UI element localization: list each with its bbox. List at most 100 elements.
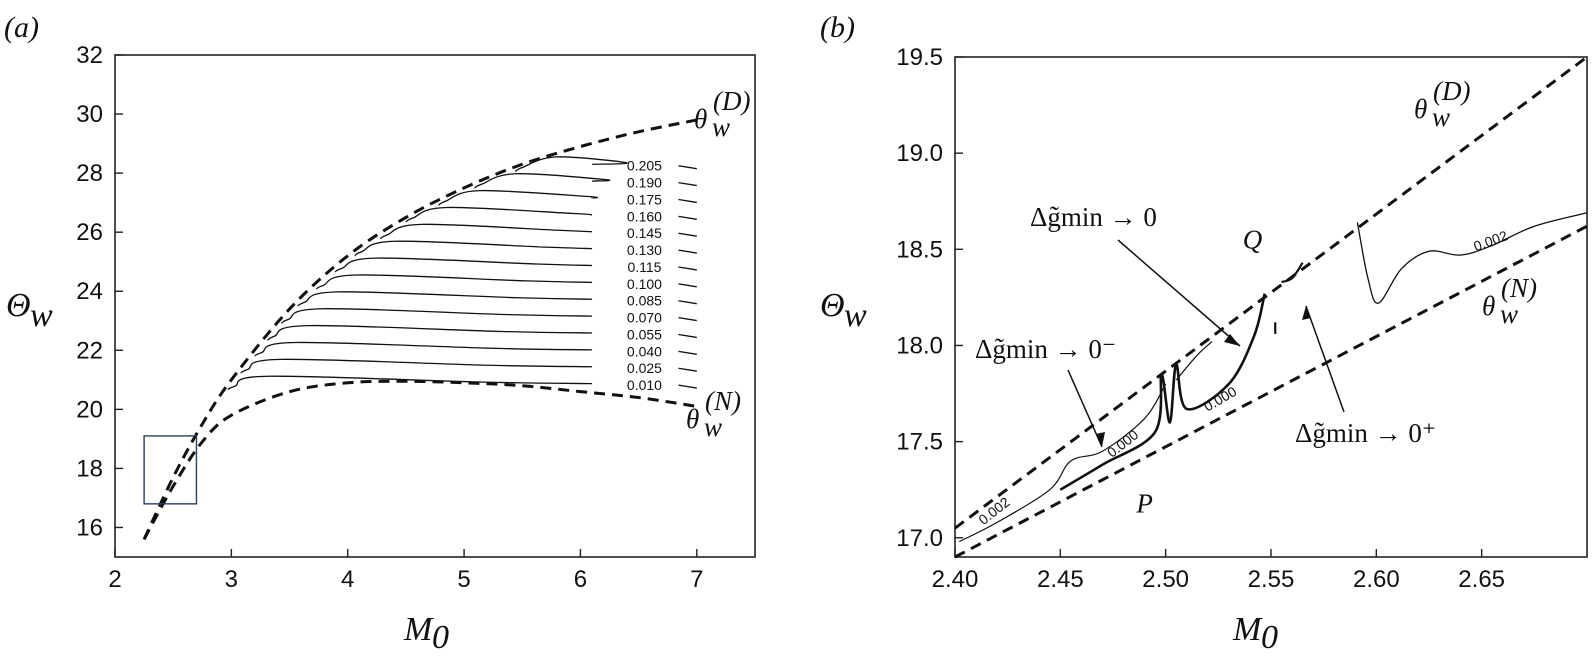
svg-text:w: w xyxy=(844,297,867,334)
panel-b-ticks: 2.40 2.45 2.50 2.55 2.60 2.65 17.0 17.5 18.0 18.5… xyxy=(896,44,1505,593)
contour-label: 0.070 xyxy=(627,310,662,326)
contour-label: 0.145 xyxy=(627,225,662,241)
contour-line-tail xyxy=(678,300,697,305)
panel-b: (b) 2.40 2.45 2.50 2.55 2.60 2.65 17.0 17.5 18.0… xyxy=(820,11,1588,656)
boundary-curve-d xyxy=(142,118,698,540)
contour-line-tail xyxy=(678,198,697,204)
x-tick-label: 2 xyxy=(108,566,121,593)
y-tick-label: 18 xyxy=(76,455,103,482)
y-tick-label: 19.0 xyxy=(896,140,943,167)
contour-label: 0.175 xyxy=(627,191,662,207)
y-tick-label: 20 xyxy=(76,396,103,423)
y-tick-label: 28 xyxy=(76,160,103,187)
annotation-dg-zero-plus-text: Δg̃min → 0⁺ xyxy=(1295,418,1436,448)
x-tick-label: 2.45 xyxy=(1037,566,1084,593)
contour-line-q xyxy=(1281,262,1304,284)
contour-line-tail xyxy=(678,266,697,271)
panel-a-frame xyxy=(114,54,756,558)
contour-label: 0.100 xyxy=(627,276,662,292)
panel-a-ticks: 2 3 4 5 6 7 16 18 20 22 24 26 28 30 32 xyxy=(76,42,703,593)
contour-line-tail xyxy=(678,316,697,322)
panel-b-boundary-label-d: θ w (D) xyxy=(1414,76,1470,132)
y-tick-label: 24 xyxy=(76,278,103,305)
svg-text:M: M xyxy=(403,611,434,648)
contour-line-zero xyxy=(1059,293,1266,491)
contour-label: 0.115 xyxy=(627,259,661,275)
y-tick-label: 22 xyxy=(76,337,103,364)
svg-text:Θ: Θ xyxy=(6,287,31,324)
y-tick-label: 30 xyxy=(76,101,103,128)
panel-a-boundary-label-n: θ w (N) xyxy=(686,386,741,442)
contour-line xyxy=(1175,341,1213,381)
contour-line xyxy=(474,173,611,189)
contour-label: 0.040 xyxy=(627,343,662,359)
svg-text:(D): (D) xyxy=(1433,76,1470,106)
contour-line xyxy=(254,341,593,357)
annotation-dg-zero-minus-text: Δg̃min → 0⁻ xyxy=(975,334,1116,364)
svg-text:w: w xyxy=(1500,299,1518,329)
boundary-line-n xyxy=(954,224,1588,559)
x-tick-label: 2.50 xyxy=(1142,566,1189,593)
svg-text:w: w xyxy=(712,112,730,142)
panel-a-x-axis-label: M 0 xyxy=(403,611,449,656)
y-tick-label: 16 xyxy=(76,514,103,541)
svg-text:w: w xyxy=(30,297,53,334)
inset-box xyxy=(143,435,198,505)
svg-text:Θ: Θ xyxy=(820,287,845,324)
x-tick-label: 2.65 xyxy=(1458,566,1505,593)
annotation-dg-zero-plus: Δg̃min → 0⁺ xyxy=(1295,305,1436,448)
panel-a-contours: 0.0100.0250.0400.0550.0700.0850.1000.115… xyxy=(227,156,697,393)
y-tick-label: 17.0 xyxy=(896,525,943,552)
contour-label: 0.002 xyxy=(1471,227,1510,254)
x-tick-label: 6 xyxy=(574,566,587,593)
svg-text:θ: θ xyxy=(694,104,707,134)
contour-label: 0.160 xyxy=(627,208,662,224)
contour-line-tail xyxy=(678,367,697,372)
x-tick-label: 2.55 xyxy=(1248,566,1295,593)
panel-a-label: (a) xyxy=(4,11,39,44)
x-tick-label: 7 xyxy=(690,566,703,593)
annotation-dg-zero-minus: Δg̃min → 0⁻ xyxy=(975,334,1116,448)
contour-line xyxy=(438,189,599,206)
contour-label: 0.205 xyxy=(627,158,662,174)
contour-line xyxy=(405,206,593,223)
contour-line-tail xyxy=(678,350,697,355)
y-tick-label: 32 xyxy=(76,42,103,69)
svg-text:w: w xyxy=(1432,102,1450,132)
svg-text:(D): (D) xyxy=(713,86,750,116)
point-label-p: P xyxy=(1135,488,1153,518)
boundary-line-d xyxy=(954,55,1588,530)
contour-line-tail xyxy=(678,249,697,254)
panel-b-points: PQ xyxy=(1135,225,1262,519)
boundary-curve-n xyxy=(142,379,698,541)
contour-line xyxy=(227,375,593,391)
annotation-dg-zero-text: Δg̃min → 0 xyxy=(1030,202,1157,232)
panel-a-boundary-label-d: θ w (D) xyxy=(694,86,750,142)
contour-line-tail xyxy=(678,165,697,170)
contour-line xyxy=(267,324,593,341)
x-tick-label: 2.60 xyxy=(1353,566,1400,593)
contour-line-tail xyxy=(678,232,697,237)
panel-b-x-axis-label: M 0 xyxy=(1232,611,1278,656)
x-tick-label: 5 xyxy=(457,566,470,593)
svg-text:θ: θ xyxy=(1414,94,1427,124)
contour-label: 0.025 xyxy=(627,360,662,376)
contour-line xyxy=(297,291,593,307)
contour-label: 0.190 xyxy=(627,175,662,191)
contour-line xyxy=(240,358,593,374)
panel-a-y-axis-label: Θ w xyxy=(6,287,53,334)
contour-label: 0.130 xyxy=(627,242,662,258)
contour-line xyxy=(1356,212,1588,304)
annotation-dg-zero: Δg̃min → 0 xyxy=(1030,202,1241,347)
contour-line xyxy=(354,240,593,257)
svg-text:(N): (N) xyxy=(1501,273,1537,303)
point-label-q: Q xyxy=(1243,225,1263,255)
contour-label: 0.085 xyxy=(627,293,662,309)
panel-a-inset-box xyxy=(143,435,198,505)
contour-line xyxy=(281,308,593,324)
contour-line xyxy=(958,383,1167,543)
svg-text:0: 0 xyxy=(432,619,449,656)
